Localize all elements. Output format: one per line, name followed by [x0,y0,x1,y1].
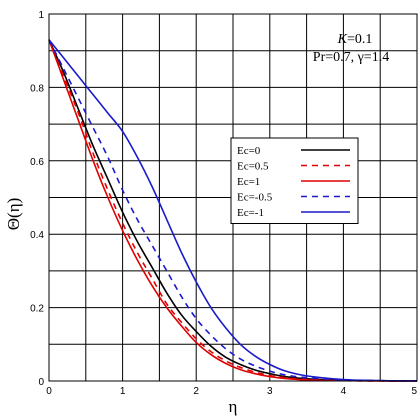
legend-label: Ec=0 [237,145,261,157]
x-tick-label: 2 [193,386,199,397]
annotation-k-symbol: K [337,32,348,47]
series-line-0 [48,39,418,382]
annotation: K=0.1 Pr=0.7, γ=1.4 [313,32,389,65]
ticks: 0 1 2 3 4 5 0 0.2 0.4 0.6 0.8 1 [30,10,417,397]
y-tick-label: 0 [38,377,44,388]
x-tick-label: 0 [46,386,52,397]
annotation-line-1: K=0.1 [337,32,373,47]
legend: Ec=0 Ec=0.5 Ec=1 Ec=-0.5 Ec=-1 [230,137,359,224]
curves [48,39,418,382]
y-tick-label: 0.8 [30,83,44,94]
legend-label: Ec=0.5 [237,161,269,173]
y-axis-title: Θ(η) [4,198,23,231]
legend-label: Ec=1 [237,176,260,188]
x-tick-label: 1 [120,386,126,397]
series-line-2 [48,39,418,382]
y-tick-label: 0.4 [30,230,44,241]
annotation-k-value: =0.1 [347,32,372,47]
y-tick-label: 1 [38,10,44,21]
x-axis-title: η [229,397,238,416]
x-tick-label: 4 [341,386,347,397]
plot-frame [48,13,418,382]
legend-label: Ec=-0.5 [237,192,273,204]
x-tick-label: 5 [411,386,417,397]
series-line-1 [48,39,418,382]
x-tick-label: 3 [267,386,273,397]
y-tick-label: 0.2 [30,304,44,315]
y-tick-label: 0.6 [30,157,44,168]
series-line-4 [48,39,418,382]
legend-label: Ec=-1 [237,207,264,219]
annotation-line-2: Pr=0.7, γ=1.4 [313,50,389,65]
